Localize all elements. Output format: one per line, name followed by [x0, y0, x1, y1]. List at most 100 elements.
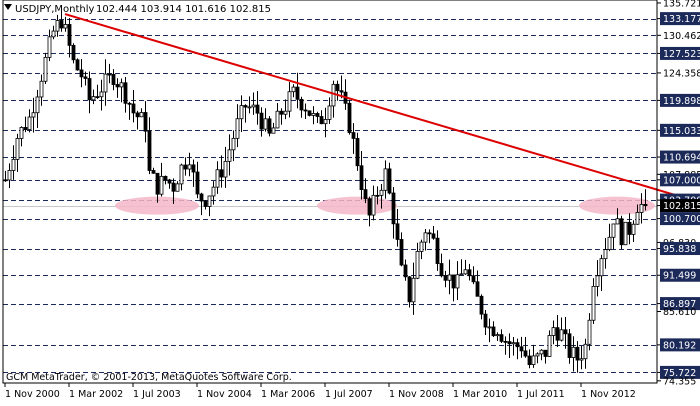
candle-body: [551, 327, 556, 336]
grid-lines: [3, 19, 657, 373]
candle-body: [323, 119, 328, 125]
candle-body: [75, 59, 80, 71]
candle: [175, 181, 180, 192]
candle: [491, 321, 496, 337]
candle: [399, 232, 404, 267]
price-label: 102.815: [663, 201, 700, 212]
candle-body: [643, 204, 648, 207]
candle: [439, 253, 444, 278]
candle-body: [547, 335, 552, 357]
candle-body: [463, 269, 468, 275]
candle: [379, 184, 384, 209]
candle: [311, 106, 316, 125]
candle: [427, 229, 432, 244]
candle-body: [115, 84, 120, 88]
candle: [443, 270, 448, 288]
candle-body: [611, 223, 616, 238]
candle: [459, 259, 464, 276]
candle-body: [47, 36, 52, 58]
candle-body: [431, 233, 436, 239]
candle-body: [35, 96, 40, 114]
candle-body: [527, 355, 532, 365]
candle-body: [587, 319, 592, 345]
candle-body: [239, 105, 244, 120]
candle-body: [507, 341, 512, 345]
candle-body: [391, 192, 396, 225]
candle-body: [163, 175, 168, 181]
price-box: [660, 199, 700, 213]
candle: [47, 29, 52, 62]
highlight-zone-2[interactable]: [579, 196, 655, 215]
candle-body: [511, 342, 516, 345]
candle-body: [43, 56, 48, 82]
candle: [519, 336, 524, 358]
candle: [31, 97, 36, 133]
candle: [455, 261, 460, 300]
candle-body: [127, 102, 132, 105]
candle: [503, 336, 508, 355]
candle: [619, 215, 624, 250]
candle-body: [407, 276, 412, 303]
candle: [271, 122, 276, 134]
candle-body: [91, 96, 96, 101]
candle-body: [223, 160, 228, 178]
candle: [67, 18, 72, 58]
candle-body: [335, 83, 340, 92]
trendline[interactable]: [64, 13, 700, 204]
candle: [591, 278, 596, 325]
candle: [355, 132, 360, 171]
candle: [523, 337, 528, 358]
candle: [611, 223, 616, 250]
candle: [403, 259, 408, 281]
time-tick-label: 1 Mar 2010: [453, 389, 507, 400]
candle-body: [615, 218, 620, 225]
candle: [571, 336, 576, 372]
candle: [179, 163, 184, 191]
candle-body: [159, 175, 164, 195]
candle-body: [367, 198, 372, 216]
candle-body: [123, 82, 128, 104]
candle-body: [55, 20, 60, 32]
candle: [319, 110, 324, 125]
candle-body: [7, 170, 12, 181]
candle-body: [151, 170, 156, 174]
trendline-layer[interactable]: [64, 13, 700, 204]
price-label: 100.700: [663, 214, 700, 225]
candle-body: [535, 353, 540, 357]
candle: [387, 162, 392, 195]
candle-body: [171, 182, 176, 192]
candle-body: [467, 269, 472, 277]
time-tick-label: 1 Jul 2011: [517, 389, 565, 400]
candle: [567, 328, 572, 364]
candle-body: [215, 169, 220, 188]
candle: [467, 263, 472, 281]
price-axis: 135.721 133.177 130.462 127.523 124.358 119.8…: [657, 0, 700, 387]
highlight-zone-1[interactable]: [317, 196, 397, 215]
candle-body: [319, 116, 324, 125]
candle-body: [351, 132, 356, 139]
candle: [327, 97, 332, 124]
candle-body: [427, 232, 432, 235]
candle: [123, 77, 128, 113]
candle: [259, 107, 264, 137]
candle: [383, 160, 388, 199]
candle-body: [71, 44, 76, 61]
candle-body: [595, 275, 600, 287]
candle-body: [379, 189, 384, 196]
candle: [235, 104, 240, 148]
candle: [207, 195, 212, 217]
price-box: [660, 123, 700, 137]
candle-body: [491, 326, 496, 337]
candle: [79, 59, 84, 88]
highlight-zones: [115, 196, 655, 215]
price-box: [660, 268, 700, 282]
highlight-zone-0[interactable]: [115, 196, 199, 215]
price-box: [660, 150, 700, 164]
candle-body: [67, 24, 72, 46]
candle-body: [483, 313, 488, 328]
price-label: 107.000: [663, 175, 700, 186]
candle: [111, 69, 116, 91]
candle-body: [19, 127, 24, 139]
